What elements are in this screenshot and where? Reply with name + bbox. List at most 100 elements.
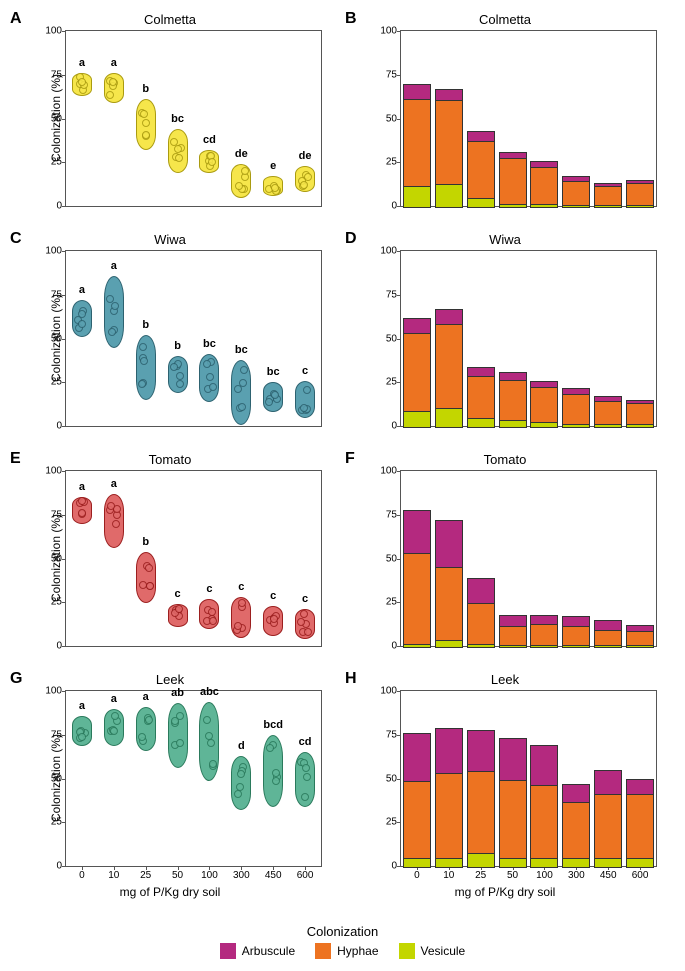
sig-letter: a bbox=[111, 693, 117, 705]
bar-h bbox=[403, 780, 431, 859]
bar-a bbox=[435, 89, 463, 102]
panel-grid: AColmettaColonization (%)0255075100aabbc… bbox=[10, 10, 675, 885]
data-point bbox=[304, 173, 312, 181]
sig-letter: bc bbox=[235, 344, 248, 356]
data-point bbox=[209, 617, 217, 625]
bar-a bbox=[403, 510, 431, 554]
sig-letter: abc bbox=[200, 686, 219, 698]
data-point bbox=[140, 110, 148, 118]
data-point bbox=[175, 154, 183, 162]
data-point bbox=[138, 733, 146, 741]
bar-a bbox=[467, 578, 495, 605]
bar-h bbox=[499, 157, 527, 205]
bar-a bbox=[499, 615, 527, 628]
data-point bbox=[176, 372, 184, 380]
bar-h bbox=[499, 625, 527, 646]
data-point bbox=[110, 727, 118, 735]
sig-letter: c bbox=[270, 590, 276, 602]
bar-a bbox=[626, 779, 654, 795]
bar-v bbox=[467, 852, 495, 868]
xaxis-labels: mg of P/Kg dry soilmg of P/Kg dry soil bbox=[10, 885, 675, 899]
bar-h bbox=[530, 386, 558, 423]
bar-a bbox=[467, 131, 495, 142]
data-point bbox=[207, 739, 215, 747]
data-point bbox=[208, 608, 216, 616]
data-point bbox=[176, 739, 184, 747]
data-point bbox=[145, 716, 153, 724]
data-point bbox=[303, 773, 311, 781]
data-point bbox=[266, 744, 274, 752]
data-point bbox=[142, 131, 150, 139]
bar-a bbox=[562, 784, 590, 804]
data-point bbox=[146, 582, 154, 590]
data-point bbox=[112, 520, 120, 528]
sig-letter: a bbox=[79, 700, 85, 712]
bar-h bbox=[626, 630, 654, 646]
bar-a bbox=[562, 388, 590, 395]
bar-h bbox=[530, 784, 558, 860]
data-point bbox=[234, 622, 242, 630]
data-point bbox=[78, 320, 86, 328]
bar-a bbox=[499, 152, 527, 159]
data-point bbox=[300, 610, 308, 618]
bar-h bbox=[435, 323, 463, 409]
sig-letter: a bbox=[79, 284, 85, 296]
bar-h bbox=[626, 182, 654, 207]
data-point bbox=[78, 733, 86, 741]
data-point bbox=[205, 732, 213, 740]
bar-a bbox=[594, 620, 622, 631]
bar-h bbox=[562, 180, 590, 207]
data-point bbox=[265, 398, 273, 406]
bar-a bbox=[530, 615, 558, 626]
data-point bbox=[138, 380, 146, 388]
bar-a bbox=[403, 733, 431, 782]
bar-a bbox=[435, 309, 463, 325]
sig-letter: b bbox=[174, 340, 181, 352]
data-point bbox=[300, 181, 308, 189]
legend-swatch bbox=[315, 943, 331, 959]
data-point bbox=[142, 119, 150, 127]
bar-a bbox=[562, 176, 590, 182]
legend-title: Colonization bbox=[307, 924, 379, 939]
legend-label: Arbuscule bbox=[242, 944, 295, 958]
legend-swatch bbox=[220, 943, 236, 959]
bar-a bbox=[467, 730, 495, 772]
bar-h bbox=[403, 552, 431, 645]
bar-h bbox=[594, 629, 622, 647]
sig-letter: bc bbox=[203, 338, 216, 350]
sig-letter: a bbox=[79, 57, 85, 69]
bar-a bbox=[499, 738, 527, 780]
data-point bbox=[234, 385, 242, 393]
sig-letter: a bbox=[111, 57, 117, 69]
data-point bbox=[170, 138, 178, 146]
bar-v bbox=[435, 407, 463, 428]
plot-area: 0255075100aabccccc bbox=[65, 470, 322, 647]
bar-h bbox=[435, 772, 463, 860]
sig-letter: c bbox=[238, 581, 244, 593]
bar-a bbox=[403, 318, 431, 334]
data-point bbox=[145, 564, 153, 572]
data-point bbox=[78, 497, 86, 505]
legend-row: ArbusculeHyphaeVesicule bbox=[220, 943, 465, 959]
x-axis-label: mg of P/Kg dry soil bbox=[10, 885, 330, 899]
sig-letter: c bbox=[302, 365, 308, 377]
sig-letter: d bbox=[238, 740, 245, 752]
bar-h bbox=[594, 185, 622, 206]
bar-h bbox=[562, 625, 590, 646]
panel-A: AColmettaColonization (%)0255075100aabbc… bbox=[10, 10, 330, 225]
bar-a bbox=[594, 396, 622, 402]
bar-a bbox=[435, 728, 463, 774]
bar-h bbox=[562, 393, 590, 425]
sig-letter: e bbox=[270, 160, 276, 172]
data-point bbox=[241, 167, 249, 175]
bar-a bbox=[594, 770, 622, 795]
data-point bbox=[272, 777, 280, 785]
bar-a bbox=[403, 84, 431, 100]
legend-swatch bbox=[399, 943, 415, 959]
panel-G: GLeekColonization (%)0255075100010255010… bbox=[10, 670, 330, 885]
bar-a bbox=[467, 367, 495, 378]
bar-a bbox=[530, 381, 558, 388]
data-point bbox=[111, 712, 119, 720]
data-point bbox=[300, 404, 308, 412]
bar-a bbox=[626, 400, 654, 404]
